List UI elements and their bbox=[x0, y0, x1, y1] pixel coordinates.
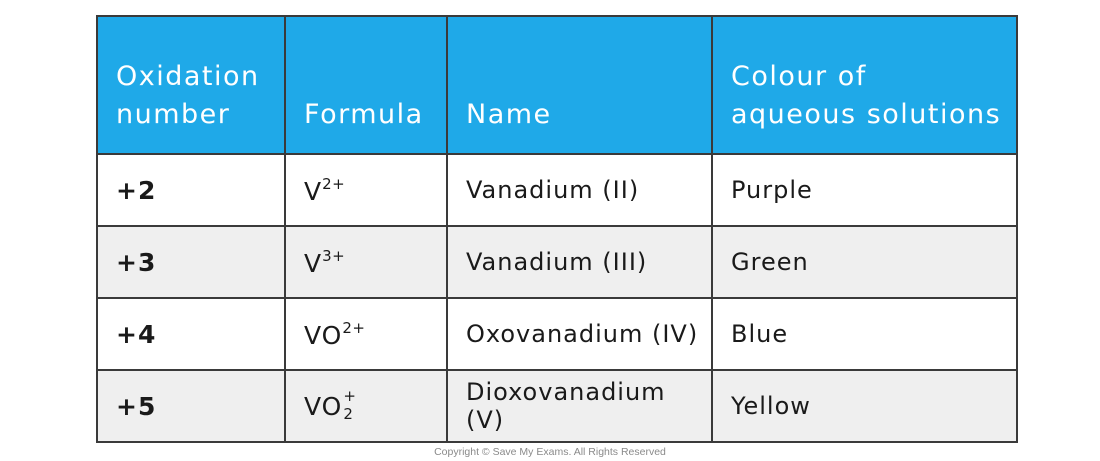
header-text-line: Oxidation bbox=[116, 61, 260, 92]
header-text-line: number bbox=[116, 99, 231, 130]
header-text-line: Formula bbox=[304, 99, 424, 130]
oxidation-cell: +4 bbox=[96, 297, 286, 371]
colour-cell: Purple bbox=[711, 153, 1018, 227]
name-cell: Dioxovanadium (V) bbox=[446, 369, 713, 443]
header-formula: Formula bbox=[284, 15, 448, 155]
colour-cell: Blue bbox=[711, 297, 1018, 371]
header-text-line: Name bbox=[466, 99, 552, 130]
table-row: +2 V2+ Vanadium (II) Purple bbox=[96, 153, 1018, 227]
formula-symbol: VO bbox=[304, 320, 343, 350]
oxidation-cell: +5 bbox=[96, 369, 286, 443]
formula-cell: V3+ bbox=[284, 225, 448, 299]
header-oxidation-number: Oxidation number bbox=[96, 15, 286, 155]
formula-subscript: 2 bbox=[343, 404, 354, 423]
header-text-line: aqueous solutions bbox=[731, 99, 1002, 130]
formula-cell: VO2+ bbox=[284, 297, 448, 371]
formula-charge: 2+ bbox=[342, 318, 366, 337]
copyright-notice: Copyright © Save My Exams. All Rights Re… bbox=[434, 446, 666, 458]
formula-cell: VO +2 bbox=[284, 369, 448, 443]
header-colour: Colour of aqueous solutions bbox=[711, 15, 1018, 155]
header-row: Oxidation number Formula Name Colour of aq… bbox=[96, 15, 1018, 155]
table-row: +4 VO2+ Oxovanadium (IV) Blue bbox=[96, 297, 1018, 371]
formula-symbol: V bbox=[304, 176, 323, 206]
oxidation-cell: +2 bbox=[96, 153, 286, 227]
colour-cell: Green bbox=[711, 225, 1018, 299]
formula-charge: + bbox=[343, 386, 357, 405]
name-cell: Vanadium (III) bbox=[446, 225, 713, 299]
formula-charge: 2+ bbox=[322, 174, 346, 193]
formula-cell: V2+ bbox=[284, 153, 448, 227]
name-cell: Vanadium (II) bbox=[446, 153, 713, 227]
vanadium-oxidation-table: Oxidation number Formula Name Colour of aq… bbox=[96, 15, 1018, 443]
data-table: Oxidation number Formula Name Colour of aq… bbox=[96, 15, 1018, 443]
formula-sub-superscript: +2 bbox=[342, 387, 356, 423]
header-text-line: Colour of bbox=[731, 61, 867, 92]
oxidation-cell: +3 bbox=[96, 225, 286, 299]
colour-cell: Yellow bbox=[711, 369, 1018, 443]
name-cell: Oxovanadium (IV) bbox=[446, 297, 713, 371]
table-row: +3 V3+ Vanadium (III) Green bbox=[96, 225, 1018, 299]
formula-symbol: VO bbox=[304, 391, 343, 421]
formula-symbol: V bbox=[304, 248, 323, 278]
header-name: Name bbox=[446, 15, 713, 155]
formula-charge: 3+ bbox=[322, 246, 346, 265]
table-row: +5 VO +2 Dioxovanadium (V) Yellow bbox=[96, 369, 1018, 443]
